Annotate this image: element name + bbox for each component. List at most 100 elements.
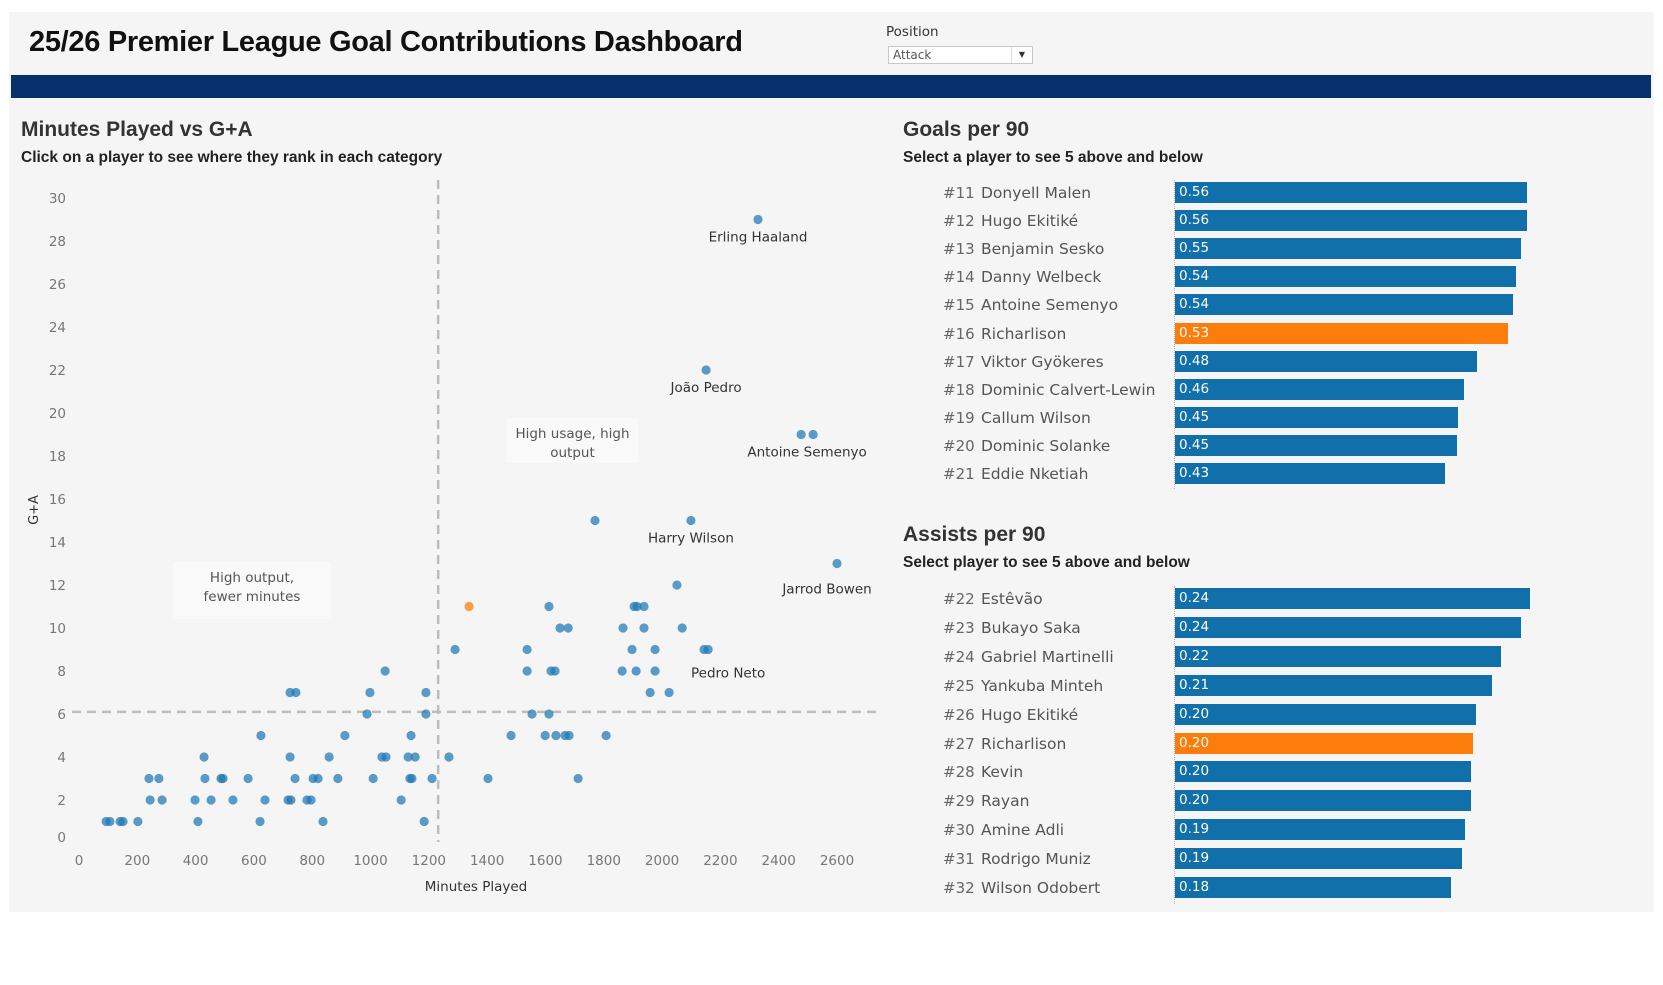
player-point[interactable] <box>444 752 454 762</box>
player-point[interactable] <box>419 816 429 827</box>
player-point[interactable] <box>421 687 431 698</box>
player-point[interactable] <box>639 623 649 633</box>
player-bar[interactable]: 0.19 <box>1175 819 1465 841</box>
player-point[interactable] <box>228 795 238 805</box>
bar-row[interactable]: #27 Richarlison 0.20 <box>900 731 1540 759</box>
bar-row[interactable]: #11 Donyell Malen 0.56 <box>900 180 1540 208</box>
player-point[interactable] <box>631 666 641 676</box>
player-bar[interactable]: 0.18 <box>1175 877 1451 898</box>
bar-row[interactable]: #15 Antoine Semenyo 0.54 <box>900 292 1540 320</box>
player-bar[interactable]: 0.43 <box>1175 463 1446 484</box>
selected-player-bar[interactable]: 0.20 <box>1175 732 1473 754</box>
player-point[interactable] <box>206 795 216 805</box>
player-point[interactable] <box>645 687 655 698</box>
player-bar[interactable]: 0.56 <box>1175 210 1527 232</box>
player-bar[interactable]: 0.20 <box>1175 790 1472 812</box>
bar-row[interactable]: #23 Bukayo Saka 0.24 <box>900 615 1540 643</box>
player-bar[interactable]: 0.22 <box>1175 645 1501 667</box>
player-point[interactable] <box>403 752 413 762</box>
player-point[interactable] <box>380 666 390 676</box>
bar-row[interactable]: #13 Benjamin Sesko 0.55 <box>900 236 1540 264</box>
player-point[interactable] <box>703 644 713 655</box>
player-point[interactable] <box>157 795 167 805</box>
selected-player-bar[interactable]: 0.53 <box>1175 322 1509 344</box>
player-bar[interactable]: 0.54 <box>1175 294 1514 316</box>
player-point[interactable] <box>260 795 270 805</box>
player-point[interactable] <box>832 558 842 569</box>
player-point[interactable] <box>407 773 417 784</box>
bar-row[interactable]: #28 Kevin 0.20 <box>900 759 1540 787</box>
player-point[interactable] <box>544 709 554 719</box>
player-point[interactable] <box>551 730 561 741</box>
chevron-down-icon[interactable]: ▼ <box>1011 47 1032 63</box>
player-point[interactable] <box>522 666 532 676</box>
player-point[interactable] <box>218 773 228 784</box>
player-point[interactable] <box>601 730 611 741</box>
bar-row[interactable]: #18 Dominic Calvert-Lewin 0.46 <box>900 377 1540 405</box>
player-bar[interactable]: 0.19 <box>1175 848 1462 870</box>
player-point[interactable] <box>199 752 209 762</box>
player-point[interactable] <box>544 601 554 612</box>
player-point[interactable] <box>672 580 682 590</box>
player-bar[interactable]: 0.46 <box>1175 378 1465 400</box>
bar-row[interactable]: #24 Gabriel Martinelli 0.22 <box>900 644 1540 672</box>
player-point[interactable] <box>118 816 128 827</box>
player-point[interactable] <box>318 816 328 827</box>
player-point[interactable] <box>145 795 155 805</box>
player-point[interactable] <box>527 709 537 719</box>
bar-row[interactable]: #29 Rayan 0.20 <box>900 788 1540 816</box>
bar-row[interactable]: #30 Amine Adli 0.19 <box>900 817 1540 845</box>
player-point[interactable] <box>617 666 627 676</box>
player-bar[interactable]: 0.56 <box>1175 182 1527 203</box>
player-point[interactable] <box>590 515 600 526</box>
bar-row[interactable]: #17 Viktor Gyökeres 0.48 <box>900 349 1540 377</box>
player-point[interactable] <box>650 666 660 676</box>
player-bar[interactable]: 0.24 <box>1175 616 1522 638</box>
player-point[interactable] <box>286 795 296 805</box>
bar-row[interactable]: #32 Wilson Odobert 0.18 <box>900 875 1540 903</box>
player-point[interactable] <box>133 816 143 827</box>
player-point[interactable] <box>564 730 574 741</box>
player-point[interactable] <box>256 730 266 741</box>
player-point[interactable] <box>483 773 493 784</box>
player-point[interactable] <box>324 752 334 762</box>
bar-row[interactable]: #26 Hugo Ekitiké 0.20 <box>900 702 1540 730</box>
player-point[interactable] <box>639 601 649 612</box>
bar-row[interactable]: #22 Estêvão 0.24 <box>900 586 1540 614</box>
player-point[interactable] <box>306 795 316 805</box>
player-point[interactable] <box>200 773 210 784</box>
player-point[interactable] <box>506 730 516 741</box>
player-point[interactable] <box>396 795 406 805</box>
player-point[interactable] <box>333 773 343 784</box>
player-point[interactable] <box>701 365 711 375</box>
bar-row[interactable]: #31 Rodrigo Muniz 0.19 <box>900 846 1540 874</box>
player-point[interactable] <box>627 644 637 655</box>
player-point[interactable] <box>285 752 295 762</box>
player-point[interactable] <box>555 623 565 633</box>
player-bar[interactable]: 0.20 <box>1175 703 1476 725</box>
player-point[interactable] <box>573 773 583 784</box>
player-point[interactable] <box>340 730 350 741</box>
bar-row[interactable]: #12 Hugo Ekitiké 0.56 <box>900 208 1540 236</box>
player-point[interactable] <box>632 601 642 612</box>
player-bar[interactable]: 0.24 <box>1175 588 1530 609</box>
player-point[interactable] <box>650 644 660 655</box>
player-point[interactable] <box>313 773 323 784</box>
player-bar[interactable]: 0.45 <box>1175 406 1459 428</box>
bar-row[interactable]: #25 Yankuba Minteh 0.21 <box>900 673 1540 701</box>
player-bar[interactable]: 0.20 <box>1175 761 1472 783</box>
player-point[interactable] <box>808 429 818 440</box>
player-point[interactable] <box>427 773 437 784</box>
player-point[interactable] <box>406 730 416 741</box>
player-bar[interactable]: 0.48 <box>1175 350 1477 372</box>
player-bar[interactable]: 0.55 <box>1175 238 1521 260</box>
player-point[interactable] <box>193 816 203 827</box>
position-filter-dropdown[interactable]: Attack ▼ <box>888 46 1033 64</box>
player-point[interactable] <box>105 816 115 827</box>
player-point[interactable] <box>563 623 573 633</box>
player-point[interactable] <box>796 429 806 440</box>
player-point[interactable] <box>677 623 687 633</box>
player-point[interactable] <box>190 795 200 805</box>
player-point[interactable] <box>144 773 154 784</box>
player-point[interactable] <box>368 773 378 784</box>
